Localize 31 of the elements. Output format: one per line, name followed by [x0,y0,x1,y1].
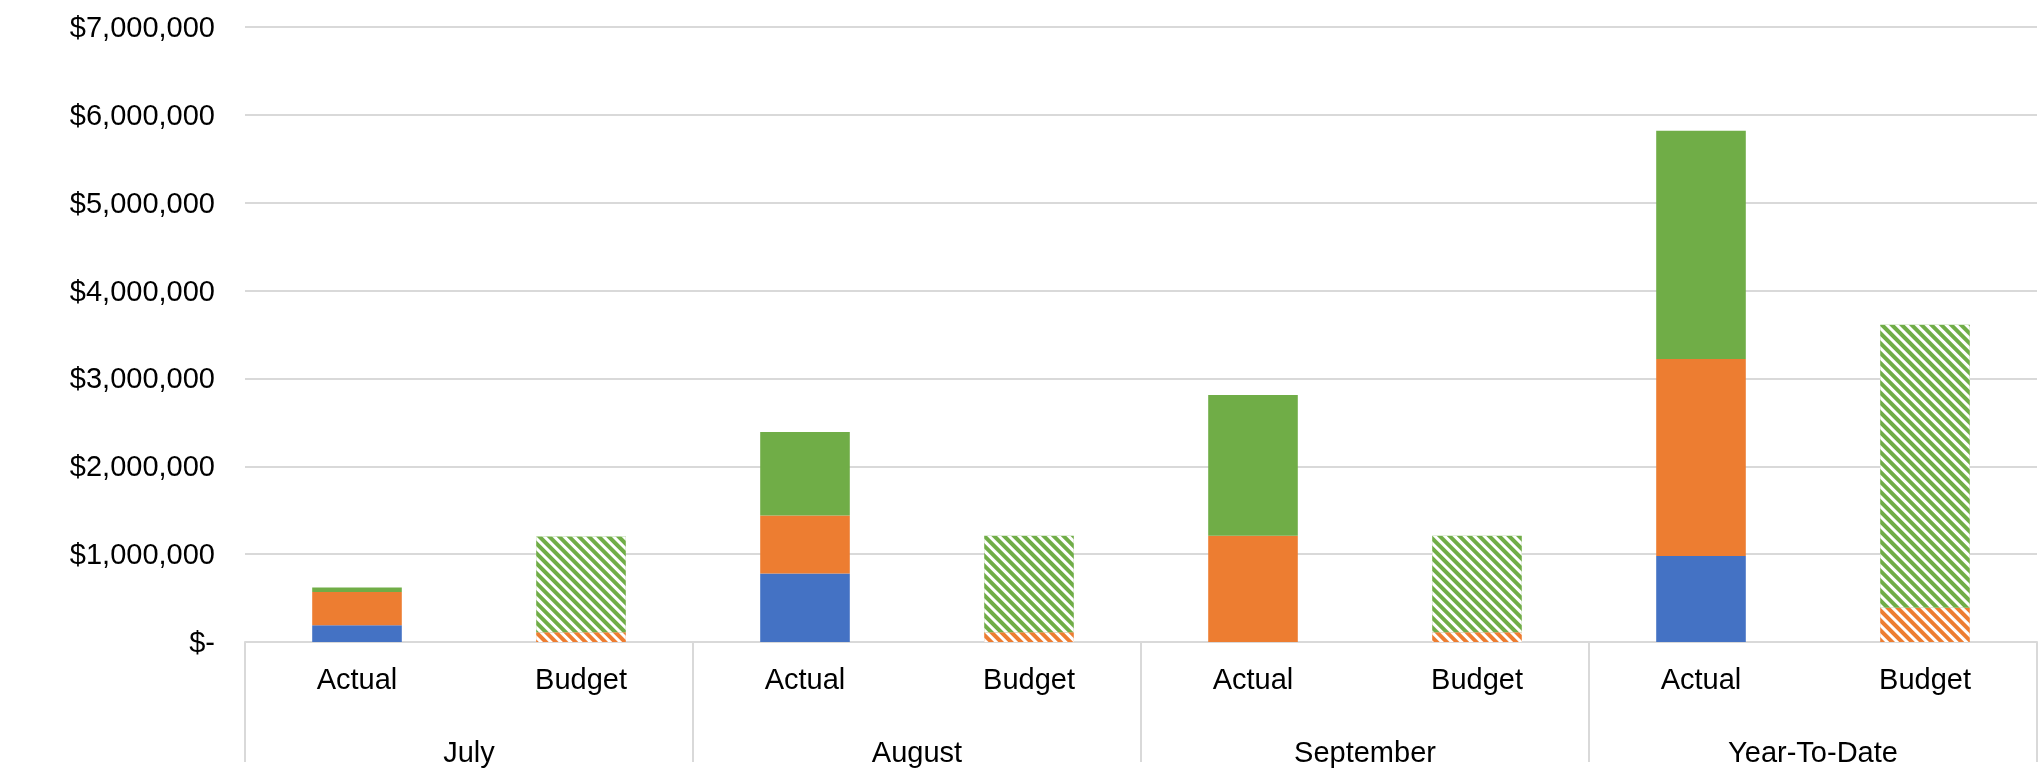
y-tick-label: $7,000,000 [69,11,215,43]
bar [312,625,402,642]
x-tick-label: Actual [1660,662,1742,695]
x-tick-label: Budget [1431,662,1523,695]
bar [1656,555,1746,642]
text: August [871,736,963,768]
bar [1208,395,1298,536]
y-tick-label: $6,000,000 [69,98,215,131]
y-tick-label: $4,000,000 [69,274,215,307]
bar [1656,130,1746,360]
y-tick-label: $- [189,626,215,658]
bar [312,591,402,626]
x-tick-label: Budget [983,662,1075,695]
text: September [1294,736,1437,768]
text: July [443,736,496,768]
bar [1656,359,1746,556]
bar [1208,535,1298,642]
bar [760,573,850,642]
bar [312,587,402,592]
x-tick-label: Budget [1879,662,1971,695]
x-tick-label: Actual [316,662,398,695]
x-tick-label: Actual [1212,662,1294,695]
bar [760,515,850,574]
y-tick-label: $3,000,000 [69,362,215,395]
y-tick-label: $5,000,000 [69,186,215,219]
text: Year-To-Date [1728,736,1898,768]
y-tick-label: $2,000,000 [69,450,215,483]
x-tick-label: Actual [764,662,846,695]
y-tick-label: $1,000,000 [69,538,215,571]
x-tick-label: Budget [535,662,627,695]
bar [760,432,850,516]
